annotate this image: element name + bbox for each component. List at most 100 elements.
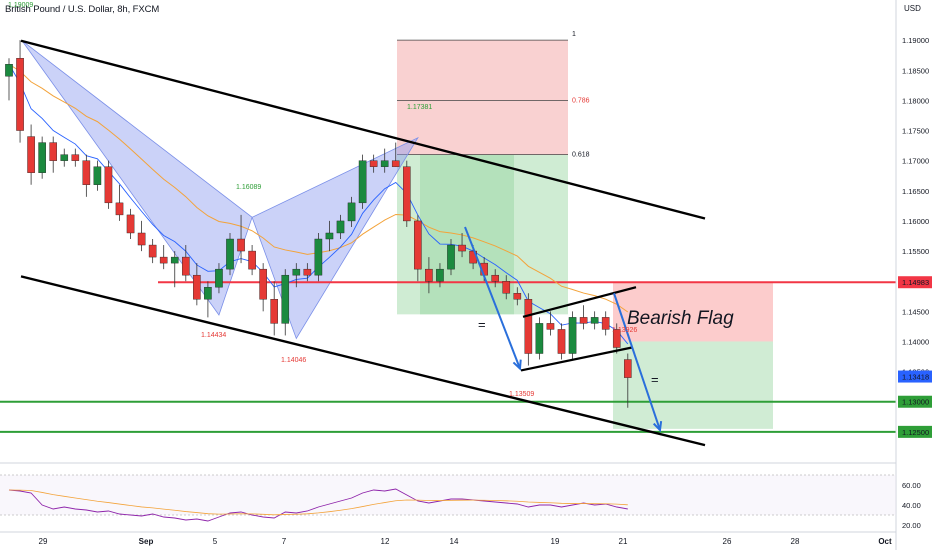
- bearish-flag-label: Bearish Flag: [627, 308, 734, 329]
- candle[interactable]: [458, 244, 466, 252]
- candle[interactable]: [336, 220, 345, 234]
- candle[interactable]: [579, 317, 588, 324]
- target-arrow-head: [652, 421, 663, 433]
- pattern-price-label: 1.13509: [509, 391, 534, 398]
- x-tick-label: 5: [213, 537, 218, 546]
- candle[interactable]: [612, 329, 621, 348]
- candle[interactable]: [93, 166, 102, 185]
- candle[interactable]: [193, 274, 201, 300]
- candle[interactable]: [281, 274, 290, 324]
- candle[interactable]: [303, 268, 312, 276]
- price-axis-bg: [896, 0, 932, 550]
- y-tick-label: 1.14000: [902, 337, 929, 346]
- candle[interactable]: [568, 317, 577, 354]
- candle[interactable]: [237, 238, 245, 252]
- candle[interactable]: [16, 58, 24, 131]
- x-tick-label: Sep: [139, 537, 154, 546]
- candle[interactable]: [82, 160, 91, 185]
- candle[interactable]: [204, 287, 212, 300]
- fib-level-label: 0.618: [572, 152, 590, 159]
- fib-level-label: 0.786: [572, 97, 590, 104]
- candle[interactable]: [270, 299, 279, 324]
- y-tick-label: 1.14500: [902, 307, 929, 316]
- y-tick-label: 1.15500: [902, 247, 929, 256]
- candle[interactable]: [347, 202, 356, 222]
- candle[interactable]: [557, 329, 566, 354]
- y-tick-label: 1.16500: [902, 187, 929, 196]
- candle[interactable]: [259, 268, 267, 300]
- candle[interactable]: [170, 256, 179, 264]
- pattern-price-label: 1.16089: [236, 184, 261, 191]
- rsi-band: [0, 475, 896, 515]
- candle[interactable]: [292, 268, 301, 276]
- y-tick-label: 1.19000: [902, 36, 929, 45]
- harmonic-xab-triangle: [21, 40, 253, 316]
- candle[interactable]: [5, 64, 13, 77]
- candle[interactable]: [513, 293, 522, 300]
- candle[interactable]: [115, 202, 124, 216]
- candle[interactable]: [126, 214, 135, 234]
- candle[interactable]: [71, 154, 80, 161]
- price-label-box: [898, 276, 932, 289]
- flag-upper-line: [522, 286, 637, 318]
- x-tick-label: 19: [551, 537, 560, 546]
- rsi-tick-label: 20.00: [902, 521, 921, 530]
- candle[interactable]: [535, 323, 544, 354]
- x-tick-label: 7: [282, 537, 287, 546]
- candle[interactable]: [248, 250, 256, 270]
- y-tick-label: 1.17000: [902, 157, 929, 166]
- candle[interactable]: [447, 244, 455, 270]
- flag-target-zone: [613, 341, 773, 429]
- candle[interactable]: [159, 256, 168, 264]
- x-tick-label: 26: [723, 537, 732, 546]
- candle[interactable]: [491, 274, 500, 282]
- price-label-box: [898, 395, 932, 408]
- x-tick-label: 21: [619, 537, 628, 546]
- equal-sign: =: [651, 372, 659, 387]
- price-label: 1.12500: [902, 428, 929, 437]
- candle[interactable]: [314, 238, 323, 276]
- candle[interactable]: [137, 232, 146, 246]
- candle[interactable]: [325, 232, 334, 240]
- pattern-price-label: 1.19009: [8, 2, 33, 9]
- candle[interactable]: [524, 299, 533, 354]
- candle[interactable]: [38, 142, 46, 173]
- candle[interactable]: [226, 238, 234, 270]
- equal-sign: =: [478, 317, 486, 332]
- candle[interactable]: [27, 136, 35, 173]
- candle[interactable]: [590, 317, 599, 324]
- flag-stop-zone: [613, 282, 773, 342]
- candle[interactable]: [49, 142, 57, 161]
- rsi-tick-label: 40.00: [902, 501, 921, 510]
- price-label: 1.13418: [902, 373, 929, 382]
- candle[interactable]: [414, 220, 422, 270]
- candle[interactable]: [601, 317, 610, 330]
- candle[interactable]: [502, 281, 511, 294]
- candle[interactable]: [358, 160, 367, 204]
- flag-lower-line: [520, 346, 633, 372]
- x-tick-label: Oct: [878, 537, 892, 546]
- candle[interactable]: [403, 166, 411, 222]
- pattern-price-label: 1.14434: [201, 332, 226, 339]
- candle[interactable]: [104, 166, 113, 204]
- candle[interactable]: [148, 244, 157, 258]
- rsi-tick-label: 60.00: [902, 481, 921, 490]
- channel-lower-line: [20, 275, 706, 447]
- y-axis-unit: USD: [904, 4, 921, 13]
- y-tick-label: 1.16000: [902, 217, 929, 226]
- candle[interactable]: [391, 160, 400, 167]
- y-tick-label: 1.17500: [902, 127, 929, 136]
- candle[interactable]: [215, 268, 223, 288]
- candle[interactable]: [436, 268, 444, 282]
- target-arrow: [613, 292, 661, 431]
- candle[interactable]: [425, 268, 433, 282]
- candle[interactable]: [380, 160, 389, 167]
- flagpole-arrow-head: [512, 359, 522, 371]
- candle[interactable]: [546, 323, 555, 330]
- candle[interactable]: [369, 160, 378, 167]
- candle[interactable]: [60, 154, 69, 161]
- candle[interactable]: [181, 256, 190, 276]
- candle[interactable]: [624, 359, 632, 378]
